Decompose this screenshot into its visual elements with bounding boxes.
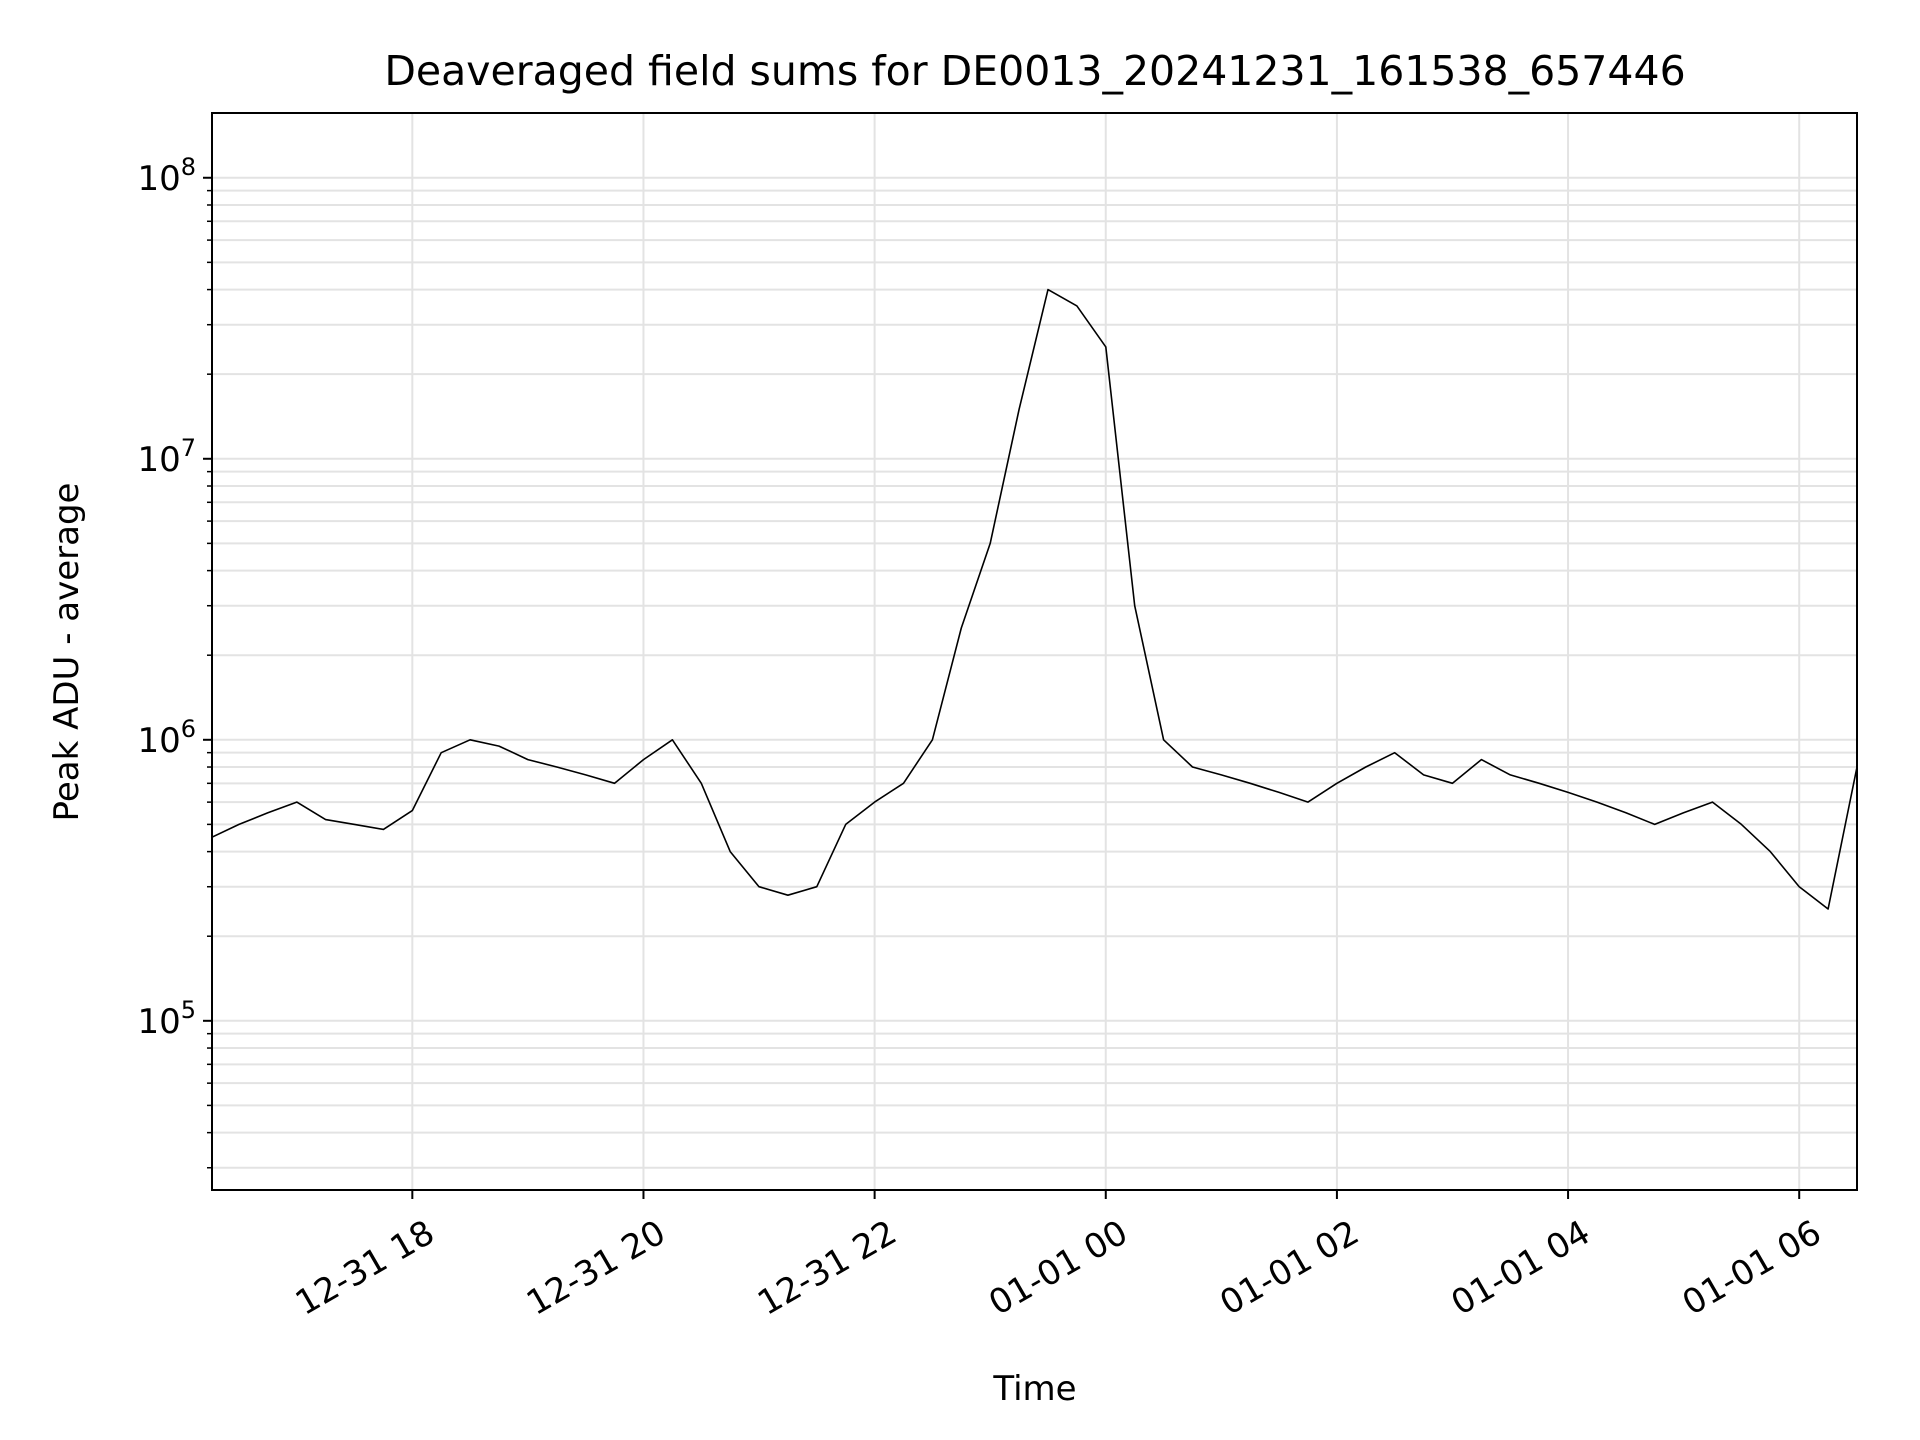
y-tick-label: 107 [137, 434, 196, 480]
chart-title: Deaveraged field sums for DE0013_2024123… [384, 47, 1685, 95]
y-tick-label: 105 [137, 996, 196, 1042]
series-polyline [211, 288, 1858, 910]
plot-frame [211, 112, 1858, 1191]
y-tick-label: 108 [137, 153, 196, 199]
y-tick-label: 106 [137, 715, 196, 761]
grid [212, 113, 1857, 1190]
series-line [211, 288, 1858, 910]
y-axis-label: Peak ADU - average [47, 483, 87, 822]
x-axis-label: Time [992, 1369, 1076, 1409]
